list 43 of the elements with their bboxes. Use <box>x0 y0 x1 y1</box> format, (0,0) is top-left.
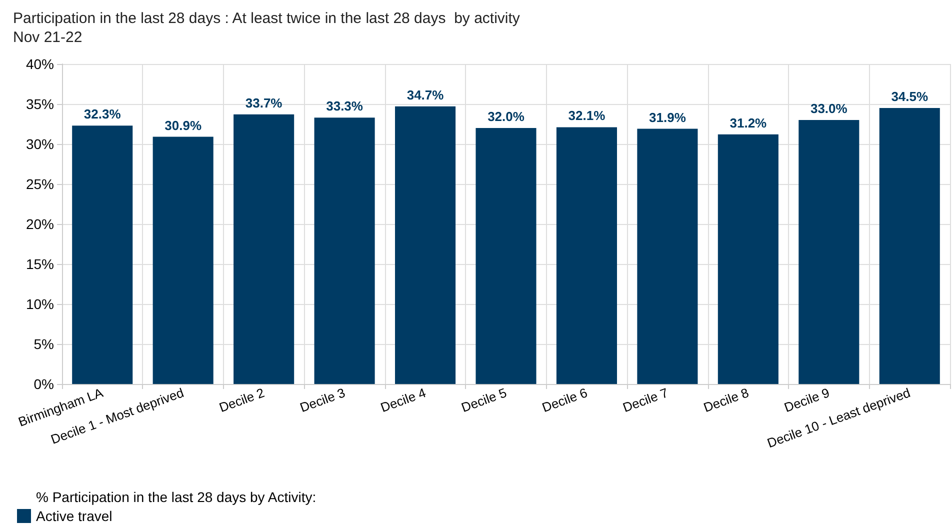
data-label: 34.5% <box>891 89 928 104</box>
bar <box>718 134 778 384</box>
y-tick-label: 25% <box>26 176 54 192</box>
bar <box>556 127 617 384</box>
bar <box>476 128 536 384</box>
x-tick-label: Decile 7 <box>620 384 670 416</box>
x-tick-label: Decile 4 <box>378 384 428 416</box>
chart-subtitle: Nov 21-22 <box>13 29 82 46</box>
y-tick-label: 40% <box>26 56 54 72</box>
x-tick-label: Decile 5 <box>459 384 509 416</box>
legend-label: Active travel <box>36 508 112 524</box>
data-label: 31.9% <box>649 110 686 125</box>
data-label: 33.7% <box>245 95 283 110</box>
bar <box>152 136 214 384</box>
x-tick-label: Decile 3 <box>298 384 348 416</box>
bar <box>72 126 133 384</box>
data-label: 32.0% <box>488 109 525 124</box>
x-tick-label: Decile 6 <box>540 384 590 416</box>
chart-title: Participation in the last 28 days : At least twice in the last 28 days by activity <box>13 10 520 27</box>
x-tick-label: Decile 8 <box>701 384 751 416</box>
data-label: 32.1% <box>568 108 606 124</box>
data-label: 30.9% <box>164 118 202 133</box>
bar <box>637 128 698 384</box>
bar <box>314 118 375 384</box>
y-tick-label: 10% <box>26 296 54 312</box>
bar <box>798 120 860 384</box>
y-tick-label: 20% <box>26 216 54 232</box>
bar <box>879 108 940 384</box>
data-label: 31.2% <box>730 115 768 130</box>
y-tick-label: 30% <box>26 136 54 152</box>
data-label: 33.0% <box>810 101 848 116</box>
y-tick-label: 5% <box>34 336 54 352</box>
bar <box>395 106 456 384</box>
y-tick-label: 0% <box>34 376 54 392</box>
y-tick-label: 35% <box>26 96 54 112</box>
legend-title: % Participation in the last 28 days by Activity: <box>36 489 316 505</box>
data-label: 32.3% <box>84 106 122 122</box>
y-tick-label: 15% <box>26 256 54 272</box>
x-tick-label: Decile 9 <box>782 384 832 416</box>
bar <box>234 114 294 384</box>
data-label: 33.3% <box>326 98 364 114</box>
x-tick-label: Decile 2 <box>217 384 266 416</box>
data-label: 34.7% <box>406 87 444 102</box>
